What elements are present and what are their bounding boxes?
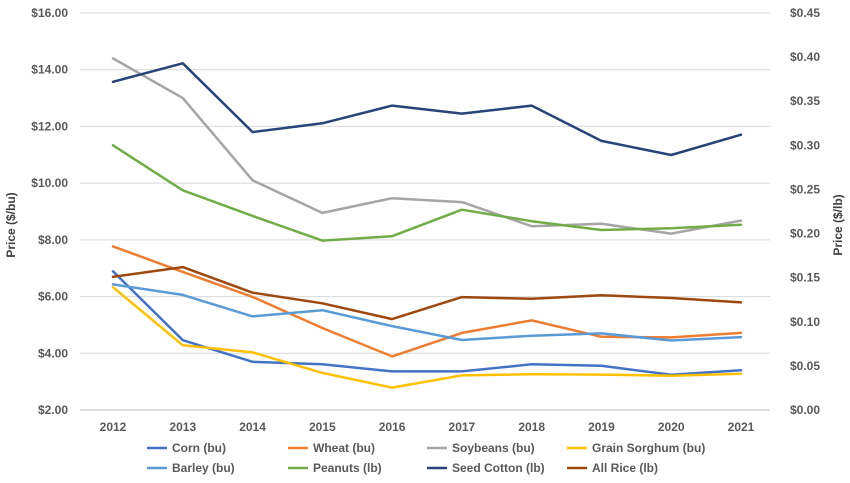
x-tick-label: 2012 (100, 420, 127, 434)
left-tick-label: $6.00 (38, 290, 68, 304)
right-tick-label: $0.15 (790, 271, 820, 285)
x-tick-label: 2018 (518, 420, 545, 434)
left-tick-label: $8.00 (38, 233, 68, 247)
left-axis-title: Price ($/bu) (4, 192, 18, 257)
x-tick-label: 2020 (658, 420, 685, 434)
legend-label-soybeans-bu: Soybeans (bu) (452, 441, 535, 455)
x-tick-label: 2013 (169, 420, 196, 434)
right-tick-label: $0.35 (790, 94, 820, 108)
right-tick-label: $0.10 (790, 315, 820, 329)
legend-label-corn-bu: Corn (bu) (172, 441, 226, 455)
right-axis-ticks: $0.00 $0.05 $0.10 $0.15 $0.20 $0.25 $0.30 $0.35… (790, 6, 820, 417)
x-tick-label: 2016 (379, 420, 406, 434)
legend: Corn (bu) Wheat (bu) Soybeans (bu) Grain So… (147, 441, 705, 475)
legend-label-barley-bu: Barley (bu) (172, 461, 235, 475)
legend-label-all-rice-lb: All Rice (lb) (592, 461, 658, 475)
series-line-corn-bu (111, 270, 743, 377)
gridlines (80, 12, 770, 411)
x-tick-label: 2017 (449, 420, 476, 434)
x-axis-ticks: 2012 2013 2014 2015 2016 2017 2018 2019 2020 2021 (100, 420, 755, 434)
legend-label-peanuts-lb: Peanuts (lb) (313, 461, 382, 475)
right-tick-label: $0.30 (790, 138, 820, 152)
series-line-soybeans-bu (111, 57, 743, 235)
left-tick-label: $16.00 (31, 6, 68, 20)
series-line-all-rice-lb (111, 265, 743, 321)
legend-label-grain-sorghum-bu: Grain Sorghum (bu) (592, 441, 705, 455)
x-tick-label: 2021 (728, 420, 755, 434)
left-tick-label: $4.00 (38, 346, 68, 360)
left-axis-ticks: $2.00 $4.00 $6.00 $8.00 $10.00 $12.00 $14.00 $1… (31, 6, 68, 417)
x-tick-label: 2014 (239, 420, 266, 434)
left-tick-label: $10.00 (31, 176, 68, 190)
x-tick-label: 2019 (588, 420, 615, 434)
series-line-grain-sorghum-bu (111, 285, 743, 389)
legend-label-seed-cotton-lb: Seed Cotton (lb) (452, 461, 545, 475)
series-line-peanuts-lb (111, 144, 743, 242)
right-tick-label: $0.25 (790, 182, 820, 196)
left-tick-label: $14.00 (31, 63, 68, 77)
right-axis-title: Price ($/lb) (831, 194, 845, 255)
right-tick-label: $0.20 (790, 227, 820, 241)
series-lines (111, 57, 743, 389)
left-tick-label: $12.00 (31, 119, 68, 133)
right-tick-label: $0.40 (790, 50, 820, 64)
right-tick-label: $0.45 (790, 6, 820, 20)
series-line-seed-cotton-lb (111, 62, 743, 157)
x-tick-label: 2015 (309, 420, 336, 434)
left-tick-label: $2.00 (38, 403, 68, 417)
series-line-barley-bu (111, 283, 743, 342)
right-tick-label: $0.00 (790, 403, 820, 417)
legend-label-wheat-bu: Wheat (bu) (313, 441, 375, 455)
right-tick-label: $0.05 (790, 359, 820, 373)
